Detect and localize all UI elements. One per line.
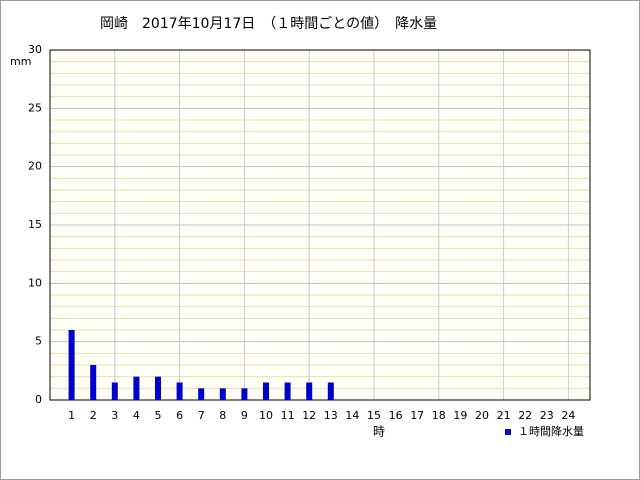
y-tick-label: 15 (28, 218, 42, 231)
x-tick-label: 18 (432, 409, 446, 422)
x-tick-label: 1 (68, 409, 75, 422)
y-axis-label: mm (10, 55, 31, 68)
x-tick-label: 9 (241, 409, 248, 422)
plot-border (49, 49, 591, 401)
x-tick-label: 8 (219, 409, 226, 422)
x-tick-label: 20 (475, 409, 489, 422)
y-tick-label: 20 (28, 160, 42, 173)
x-tick-label: 3 (111, 409, 118, 422)
bar (263, 382, 269, 400)
chart-title: 岡崎 2017年10月17日 （１時間ごとの値） 降水量 (100, 16, 437, 32)
x-tick-label: 7 (198, 409, 205, 422)
bar (68, 330, 75, 400)
x-axis-label: 時 (373, 425, 385, 439)
bar (219, 388, 226, 400)
x-tick-label: 19 (453, 409, 467, 422)
y-tick-label: 25 (28, 101, 42, 114)
x-tick-label: 13 (324, 409, 338, 422)
bar (111, 382, 118, 400)
x-tick-label: 12 (302, 409, 316, 422)
bar (198, 388, 205, 400)
x-tick-label: 23 (540, 409, 554, 422)
y-tick-label: 0 (35, 393, 42, 406)
bar (327, 382, 334, 400)
bar (155, 376, 161, 400)
x-tick-label: 11 (281, 409, 295, 422)
x-tick-label: 15 (367, 409, 381, 422)
bar (284, 382, 291, 400)
legend-swatch (505, 429, 511, 435)
x-tick-label: 21 (497, 409, 511, 422)
x-tick-label: 17 (410, 409, 424, 422)
bar (241, 388, 248, 400)
y-tick-label: 5 (35, 335, 42, 348)
x-tick-label: 14 (345, 409, 359, 422)
legend-label: １時間降水量 (518, 424, 584, 438)
x-tick-label: 10 (259, 409, 273, 422)
bar (176, 382, 183, 400)
bar (306, 382, 313, 400)
x-tick-label: 4 (133, 409, 140, 422)
bar (90, 365, 97, 400)
bar (133, 376, 140, 400)
x-tick-label: 22 (518, 409, 532, 422)
y-tick-label: 30 (28, 43, 42, 56)
x-tick-label: 6 (176, 409, 183, 422)
x-tick-label: 2 (90, 409, 97, 422)
x-tick-label: 5 (155, 409, 162, 422)
x-tick-label: 16 (389, 409, 403, 422)
y-tick-label: 10 (28, 276, 42, 289)
x-tick-label: 24 (561, 409, 575, 422)
